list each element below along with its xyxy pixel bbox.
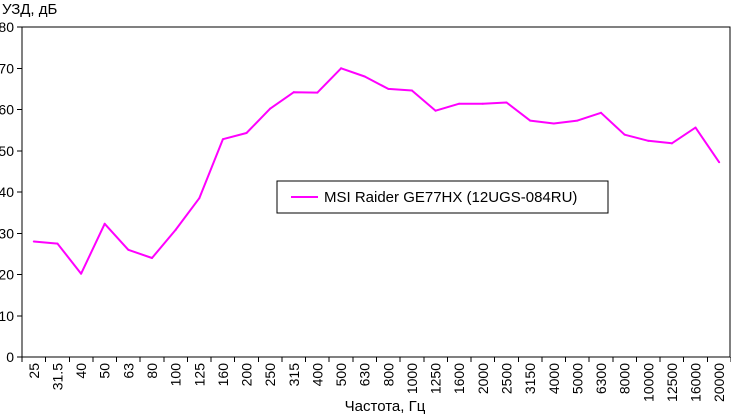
x-tick-label: 5000 [569,363,585,394]
x-tick-label: 500 [333,363,349,387]
x-tick-label: 160 [215,363,231,387]
data-point [363,75,366,78]
data-point [221,138,224,141]
x-tick-label: 400 [309,363,325,387]
x-tick-label: 630 [357,363,373,387]
data-point [127,248,130,251]
x-tick-label: 1000 [404,363,420,394]
y-tick-label: 50 [0,143,14,159]
data-point [198,197,201,200]
series-layer [32,67,721,275]
data-point [80,272,83,275]
series-line [33,67,721,275]
data-point [340,67,343,70]
data-point [670,142,673,145]
legend: MSI Raider GE77HX (12UGS-084RU) [276,180,609,214]
data-point [600,111,603,114]
x-tick-label: 31.5 [49,363,65,390]
x-tick-label: 25 [26,363,42,379]
x-tick-label: 1250 [428,363,444,394]
x-tick-label: 800 [380,363,396,387]
x-tick-label: 80 [144,363,160,379]
data-point [481,102,484,105]
x-tick-label: 200 [239,363,255,387]
data-point [647,139,650,142]
data-point [505,101,508,104]
data-point [718,161,721,164]
data-point [458,102,461,105]
data-point [174,228,177,231]
y-tick-label: 10 [0,308,14,324]
x-tick-label: 63 [120,363,136,379]
y-tick-label: 70 [0,60,14,76]
data-point [434,109,437,112]
data-point [529,119,532,122]
x-tick-label: 250 [262,363,278,387]
data-point [56,242,59,245]
data-point [269,107,272,110]
data-point [245,132,248,135]
x-tick-label: 100 [168,363,184,387]
x-tick-label: 16000 [688,363,704,402]
x-tick-label: 3150 [522,363,538,394]
data-point [410,89,413,92]
x-tick-label: 12500 [664,363,680,402]
y-axis-ticks: 0 10 20 30 40 50 60 70 80 [0,19,22,365]
y-tick-label: 20 [0,267,14,283]
x-tick-label: 40 [73,363,89,379]
x-tick-label: 125 [191,363,207,387]
x-tick-label: 2500 [498,363,514,394]
data-point [576,119,579,122]
data-point [292,91,295,94]
data-point [150,257,153,259]
legend-label: MSI Raider GE77HX (12UGS-084RU) [324,189,577,206]
x-tick-label: 4000 [546,363,562,394]
x-tick-label: 20000 [711,363,727,402]
x-tick-label: 50 [97,363,113,379]
legend-box [276,180,609,214]
x-axis-label: Частота, Гц [345,398,426,414]
x-tick-label: 2000 [475,363,491,394]
x-tick-label: 10000 [640,363,656,402]
y-axis-label: УЗД, дБ [2,1,58,18]
x-tick-label: 8000 [617,363,633,394]
x-tick-label: 315 [286,363,302,387]
data-point [694,126,697,129]
data-point [316,91,319,94]
data-point [552,122,555,125]
y-tick-label: 30 [0,225,14,241]
data-point [387,87,390,90]
y-tick-label: 40 [0,184,14,200]
x-tick-label: 6300 [593,363,609,394]
data-point [623,133,626,136]
y-tick-label: 0 [6,349,14,365]
y-tick-label: 80 [0,19,14,35]
y-tick-label: 60 [0,102,14,118]
data-point [32,240,35,243]
x-tick-label: 1600 [451,363,467,394]
data-point [103,222,106,225]
x-axis-ticks: 25 31.5 40 50 63 80 100 125 160 200 250 315 400 500 63… [21,357,731,402]
